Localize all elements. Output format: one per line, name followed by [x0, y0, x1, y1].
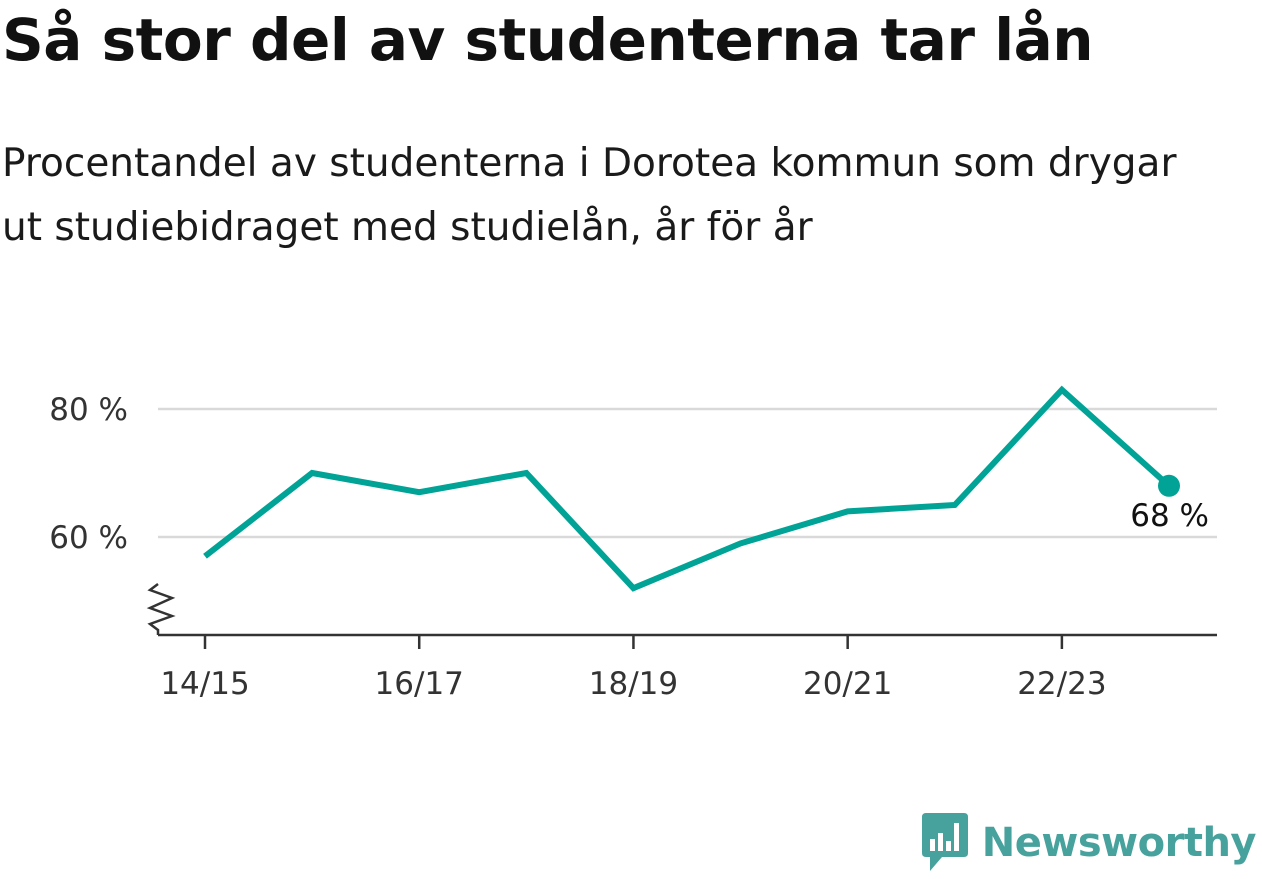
chart-title: Så stor del av studenterna tar lån — [2, 6, 1094, 74]
x-axis-ticks: 14/15 16/17 18/19 20/21 22/23 — [160, 635, 1107, 702]
y-tick-label: 80 % — [49, 392, 128, 428]
x-tick-label: 22/23 — [1017, 666, 1106, 702]
x-tick-label: 14/15 — [160, 666, 249, 702]
y-axis-ticks: 60 % 80 % — [49, 392, 128, 556]
y-tick-label: 60 % — [49, 520, 128, 556]
x-tick-label: 16/17 — [375, 666, 464, 702]
chart-subtitle: Procentandel av studenterna i Dorotea ko… — [2, 141, 1177, 250]
x-tick-label: 20/21 — [803, 666, 892, 702]
x-tick-label: 18/19 — [589, 666, 678, 702]
brand-logo: Newsworthy — [920, 813, 1257, 873]
series-line — [203, 385, 1172, 592]
end-point-marker — [1158, 474, 1180, 497]
axis-break-icon — [146, 583, 176, 635]
brand-name: Newsworthy — [981, 820, 1257, 866]
newsworthy-bar-chart-bubble-icon — [921, 813, 968, 871]
end-value-label: 68 % — [1130, 498, 1209, 534]
